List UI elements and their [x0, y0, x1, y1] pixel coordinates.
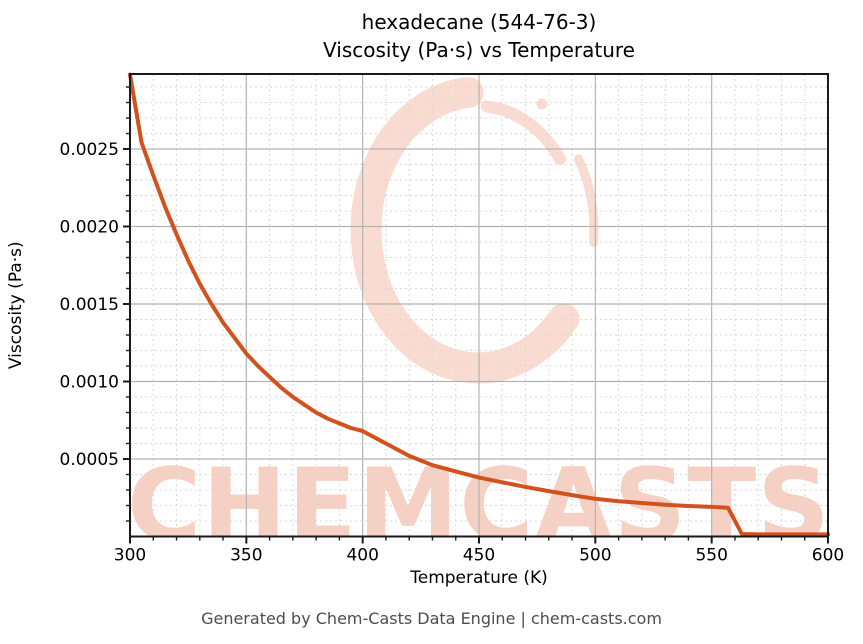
y-tick-label: 0.0025: [60, 140, 119, 160]
y-axis-label: Viscosity (Pa·s): [6, 241, 26, 369]
x-tick-label: 300: [114, 546, 146, 566]
x-tick-label: 400: [346, 546, 378, 566]
footer-attribution: Generated by Chem-Casts Data Engine | ch…: [201, 609, 662, 628]
y-tick-label: 0.0020: [60, 218, 119, 238]
x-tick-label: 450: [463, 546, 495, 566]
y-tick-label: 0.0015: [60, 295, 119, 315]
chart-title-line1: hexadecane (544-76-3): [361, 10, 597, 34]
x-tick-label: 600: [812, 546, 844, 566]
chart-title-line2: Viscosity (Pa·s) vs Temperature: [323, 38, 635, 62]
y-tick-label: 0.0010: [60, 373, 119, 393]
y-tick-label: 0.0005: [60, 450, 119, 470]
chart-title: hexadecane (544-76-3) Viscosity (Pa·s) v…: [130, 8, 828, 64]
x-tick-label: 550: [695, 546, 727, 566]
viscosity-curve: [128, 72, 830, 537]
x-tick-label: 350: [230, 546, 262, 566]
x-tick-label: 500: [579, 546, 611, 566]
x-axis-label: Temperature (K): [410, 568, 548, 588]
